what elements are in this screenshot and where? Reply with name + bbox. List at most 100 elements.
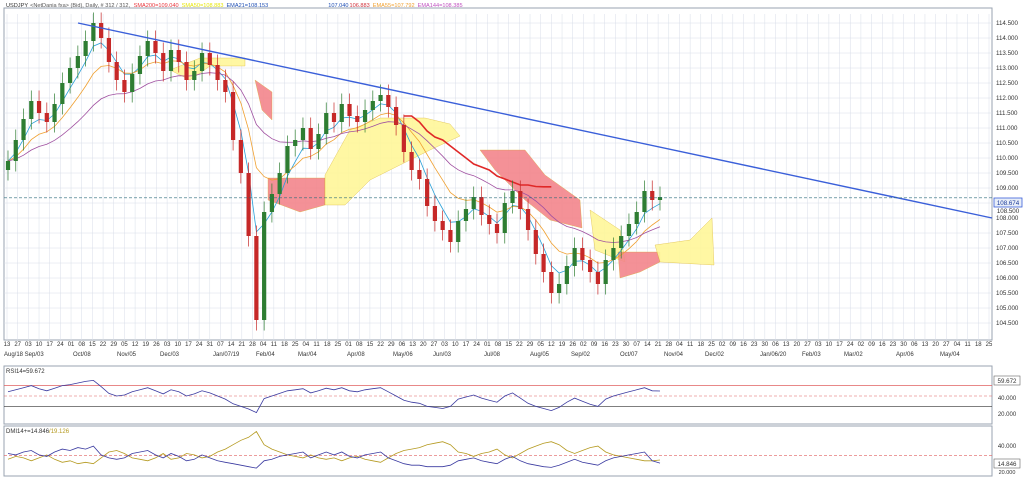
x-tick-day: 13: [783, 342, 790, 348]
x-tick-day: 30: [623, 342, 630, 348]
dmi-minus-line: [7, 430, 661, 465]
x-tick-day: 13: [409, 342, 416, 348]
y-tick-label: 107.000: [996, 245, 1019, 252]
candle-body: [5, 161, 11, 170]
candle-body: [626, 224, 632, 236]
x-tick-day: 24: [57, 342, 64, 348]
y-tick-label: 106.000: [996, 275, 1019, 282]
cloud-segment: [654, 217, 715, 266]
x-tick-day: 25: [708, 342, 715, 348]
x-tick-day: 26: [153, 342, 160, 348]
ema144-label: EMA144=108.385: [418, 3, 463, 9]
candle-body: [471, 197, 476, 209]
cloud-value-a: 107.040: [328, 3, 348, 9]
x-tick-day: 08: [356, 342, 363, 348]
rsi-value-badge: [993, 375, 1021, 386]
x-tick-day: 23: [612, 342, 619, 348]
x-tick-day: 04: [303, 342, 310, 348]
candle-body: [293, 140, 298, 146]
x-tick-month: Jun/03: [433, 352, 452, 358]
y-tick-label: 110.000: [996, 155, 1018, 162]
x-tick-day: 03: [25, 342, 32, 348]
candle-body: [215, 65, 220, 80]
x-tick-month: Feb/04: [256, 352, 275, 358]
x-tick-day: 11: [313, 342, 320, 348]
x-tick-month: Aug/05: [530, 352, 550, 358]
x-tick-day: 01: [68, 342, 75, 348]
candle-body: [370, 101, 375, 110]
x-tick-day: 26: [569, 342, 576, 348]
dmi-plus-line: [7, 445, 661, 469]
candle-body: [456, 221, 461, 242]
y-tick-label: 109.500: [996, 170, 1019, 177]
candle-body: [285, 146, 290, 173]
candle-body: [588, 260, 593, 272]
x-tick-day: 07: [217, 342, 224, 348]
rsi-line: [7, 379, 661, 414]
candle-body: [339, 104, 344, 122]
x-tick-day: 20: [420, 342, 427, 348]
x-tick-month: Oct/08: [73, 352, 91, 358]
ema144-line: [7, 72, 661, 243]
candle-body: [184, 62, 189, 80]
dmi-tick-40: 40.000: [998, 444, 1017, 450]
candle-body: [277, 173, 282, 194]
x-tick-day: 29: [388, 342, 395, 348]
cloud-segment: [617, 251, 661, 279]
cloud-segment: [267, 177, 326, 213]
cloud-segment: [479, 149, 583, 229]
x-tick-month: Oct/07: [620, 352, 638, 358]
x-tick-day: 10: [452, 342, 459, 348]
x-tick-day: 08: [495, 342, 502, 348]
candle-body: [21, 119, 26, 140]
price-axis: 114.500 114.000 113.500 113.000 112.500 112.0…: [996, 20, 1019, 327]
candle-body: [83, 41, 88, 56]
date-axis: 13 27 03 10 17 24 01 08 15 22 29 05 12 19 26 03 10 17 24 31…: [4, 342, 993, 358]
x-tick-day: 24: [847, 342, 854, 348]
x-tick-month: Nov/05: [117, 352, 137, 358]
x-tick-day: 29: [110, 342, 117, 348]
candle-body: [223, 80, 228, 92]
x-tick-day: 22: [377, 342, 384, 348]
candle-body: [549, 272, 554, 293]
dmi-plus-label: DMI14+=14.846: [6, 429, 50, 435]
x-tick-day: 12: [548, 342, 555, 348]
x-tick-day: 24: [473, 342, 480, 348]
x-tick-day: 17: [46, 342, 53, 348]
x-tick-day: 19: [559, 342, 566, 348]
candle-body: [502, 203, 507, 233]
x-tick-day: 03: [164, 342, 171, 348]
candle-body: [494, 224, 500, 233]
candle-body: [657, 197, 663, 200]
x-tick-day: 16: [740, 342, 747, 348]
candle-body: [650, 191, 655, 200]
y-tick-label: 104.500: [996, 320, 1019, 327]
candle-body: [308, 128, 313, 149]
x-tick-day: 02: [580, 342, 587, 348]
x-tick-day: 23: [751, 342, 758, 348]
candle-body: [564, 266, 569, 284]
x-tick-day: 09: [868, 342, 875, 348]
x-tick-day: 27: [804, 342, 811, 348]
x-tick-month: Mar/02: [844, 352, 863, 358]
candle-body: [137, 56, 143, 74]
candle-body: [99, 23, 104, 38]
x-tick-month: Dec/03: [160, 352, 180, 358]
x-tick-day: 31: [206, 342, 213, 348]
candle-body: [393, 107, 399, 125]
candle-body: [324, 113, 329, 134]
x-tick-day: 10: [36, 342, 43, 348]
x-tick-day: 29: [527, 342, 534, 348]
candle-body: [130, 74, 135, 92]
candle-body: [254, 236, 259, 320]
x-tick-month: Sep/02: [571, 352, 591, 358]
x-tick-day: 04: [676, 342, 683, 348]
x-tick-day: 04: [260, 342, 267, 348]
x-tick-month: Nov/04: [664, 352, 684, 358]
candle-body: [595, 272, 601, 284]
x-tick-month: Jan/07/19: [213, 352, 240, 358]
x-tick-day: 18: [281, 342, 288, 348]
candle-body: [425, 179, 430, 206]
candle-body: [331, 113, 337, 122]
candle-body: [347, 104, 352, 116]
